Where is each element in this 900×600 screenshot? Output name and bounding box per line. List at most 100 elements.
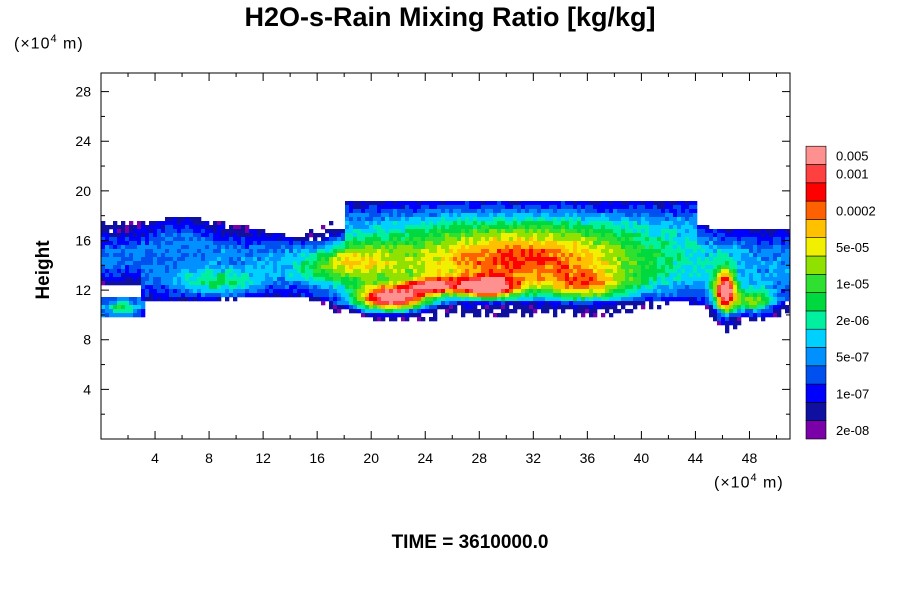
field-cell: [165, 261, 170, 266]
field-cell: [213, 241, 218, 246]
field-cell: [417, 205, 422, 210]
field-cell: [137, 273, 142, 278]
field-cell: [517, 265, 522, 270]
field-cell: [501, 217, 506, 222]
field-cell: [733, 325, 738, 330]
field-cell: [485, 269, 490, 274]
field-cell: [489, 237, 494, 242]
field-cell: [385, 241, 390, 246]
field-cell: [585, 281, 590, 286]
field-cell: [561, 265, 566, 270]
field-cell: [313, 233, 318, 238]
colorbar-swatch: [805, 219, 827, 238]
field-cell: [501, 225, 506, 230]
field-cell: [357, 249, 362, 254]
field-cell: [745, 237, 750, 242]
field-cell: [113, 261, 118, 266]
field-cell: [113, 249, 118, 254]
field-cell: [621, 269, 626, 274]
field-cell: [613, 301, 618, 306]
field-cell: [481, 249, 486, 254]
field-cell: [737, 293, 742, 298]
field-cell: [333, 265, 338, 270]
field-cell: [125, 241, 130, 246]
field-cell: [181, 297, 186, 302]
field-cell: [609, 217, 614, 222]
field-cell: [173, 245, 178, 250]
field-cell: [181, 241, 186, 246]
field-cell: [529, 309, 534, 314]
field-cell: [449, 277, 454, 282]
field-cell: [761, 285, 766, 290]
field-cell: [709, 249, 714, 254]
field-cell: [649, 229, 654, 234]
field-cell: [429, 209, 434, 214]
field-cell: [641, 269, 646, 274]
field-cell: [765, 245, 770, 250]
field-cell: [653, 209, 658, 214]
field-cell: [601, 313, 606, 318]
field-cell: [653, 241, 658, 246]
field-cell: [465, 213, 470, 218]
field-cell: [245, 241, 250, 246]
field-cell: [457, 293, 462, 298]
field-cell: [729, 313, 734, 318]
field-cell: [357, 297, 362, 302]
field-cell: [753, 269, 758, 274]
field-cell: [665, 241, 670, 246]
field-cell: [301, 289, 306, 294]
field-cell: [401, 265, 406, 270]
field-cell: [589, 257, 594, 262]
field-cell: [701, 281, 706, 286]
field-cell: [533, 229, 538, 234]
field-cell: [265, 245, 270, 250]
field-cell: [313, 245, 318, 250]
field-cell: [505, 213, 510, 218]
field-cell: [773, 297, 778, 302]
field-cell: [785, 297, 790, 302]
field-cell: [529, 257, 534, 262]
field-cell: [509, 221, 514, 226]
field-cell: [621, 233, 626, 238]
field-cell: [489, 209, 494, 214]
field-cell: [173, 249, 178, 254]
x-tick-label: 12: [255, 450, 271, 466]
field-cell: [165, 253, 170, 258]
field-cell: [349, 273, 354, 278]
field-cell: [117, 229, 122, 234]
field-cell: [605, 277, 610, 282]
field-cell: [733, 249, 738, 254]
field-cell: [541, 241, 546, 246]
field-cell: [765, 229, 770, 234]
field-cell: [245, 233, 250, 238]
field-cell: [313, 285, 318, 290]
field-cell: [761, 317, 766, 322]
field-cell: [409, 217, 414, 222]
field-cell: [785, 293, 790, 298]
field-cell: [297, 245, 302, 250]
field-cell: [533, 301, 538, 306]
field-cell: [129, 237, 134, 242]
field-cell: [469, 273, 474, 278]
field-cell: [401, 281, 406, 286]
field-cell: [621, 305, 626, 310]
field-cell: [525, 249, 530, 254]
field-cell: [681, 209, 686, 214]
field-cell: [101, 277, 106, 282]
field-cell: [725, 229, 730, 234]
field-cell: [473, 221, 478, 226]
field-cell: [693, 209, 698, 214]
field-cell: [561, 289, 566, 294]
field-cell: [577, 281, 582, 286]
field-cell: [669, 237, 674, 242]
field-cell: [345, 289, 350, 294]
field-cell: [729, 285, 734, 290]
field-cell: [561, 221, 566, 226]
field-cell: [277, 261, 282, 266]
field-cell: [469, 241, 474, 246]
field-cell: [193, 289, 198, 294]
field-cell: [369, 217, 374, 222]
field-cell: [361, 209, 366, 214]
field-cell: [469, 297, 474, 302]
field-cell: [485, 313, 490, 318]
